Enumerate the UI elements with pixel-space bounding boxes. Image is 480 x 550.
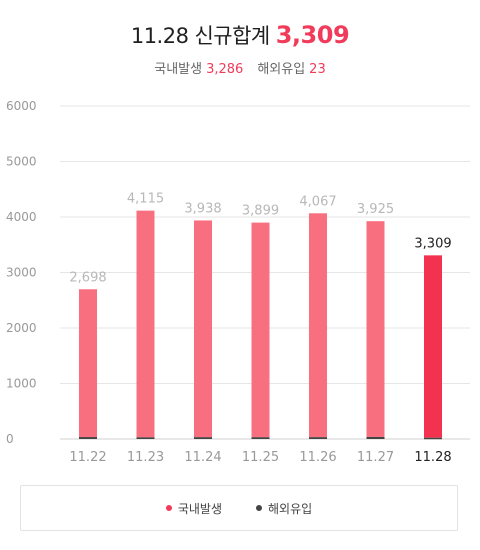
- bar-domestic: [251, 222, 270, 438]
- bar-imported: [366, 436, 385, 439]
- title-label: 신규합계: [194, 24, 270, 48]
- x-tick-label: 11.27: [357, 450, 394, 465]
- bar-imported: [194, 437, 212, 439]
- x-tick-label: 11.24: [184, 450, 221, 465]
- bar-imported: [79, 437, 97, 439]
- legend-label-imported: 해외유입: [268, 501, 313, 516]
- y-tick-label: 2000: [6, 321, 37, 335]
- bar-domestic: [309, 213, 327, 438]
- bar-value-label: 4,115: [127, 192, 164, 207]
- domestic-label: 국내발생: [154, 62, 203, 77]
- bar-value-label: 3,925: [357, 202, 394, 217]
- bar-value-label: 3,938: [184, 201, 221, 216]
- y-tick-label: 1000: [6, 377, 37, 391]
- x-tick-label: 11.23: [127, 450, 164, 465]
- legend-dot-icon: [165, 505, 172, 511]
- x-tick-label: 11.22: [69, 450, 106, 465]
- x-tick-label: 11.28: [414, 450, 451, 465]
- title-total: 3,309: [275, 21, 350, 49]
- y-tick-label: 3000: [6, 266, 37, 280]
- y-tick-label: 5000: [6, 155, 37, 169]
- y-tick-label: 0: [6, 432, 14, 446]
- y-tick-label: 4000: [6, 210, 37, 224]
- legend-item-imported[interactable]: 해외유입: [256, 500, 312, 517]
- legend-dot-icon: [256, 505, 262, 511]
- bar-value-label: 4,067: [299, 194, 336, 209]
- bar-value-label: 3,309: [414, 236, 451, 251]
- bar-chart: 0 1000 2000 3000 4000 5000 6000 2,698 11.22 4,115…: [6, 99, 470, 465]
- bar-domestic: [136, 210, 155, 438]
- bar-domestic: [424, 255, 442, 438]
- bar-imported: [424, 437, 442, 440]
- x-tick-label: 11.26: [299, 450, 336, 465]
- bar-domestic: [366, 221, 385, 437]
- bar-domestic: [194, 220, 212, 438]
- imported-value: 23: [309, 62, 326, 77]
- domestic-value: 3,286: [206, 62, 244, 77]
- bar-domestic: [79, 289, 97, 438]
- bar-value-label: 2,698: [69, 270, 106, 285]
- chart-subtitle: 국내발생 3,286 해외유입 23: [0, 58, 480, 77]
- title-date: 11.28: [130, 24, 189, 48]
- label-layer: 0 1000 2000 3000 4000 5000 6000 2,698 11.22 4,115…: [6, 99, 452, 465]
- chart-legend: 국내발생 해외유입: [20, 485, 458, 531]
- chart-title: 11.28 신규합계 3,309: [0, 20, 480, 50]
- legend-item-domestic[interactable]: 국내발생: [165, 500, 222, 517]
- bar-imported: [251, 437, 270, 439]
- legend-label-domestic: 국내발생: [177, 501, 222, 516]
- bar-layer: [79, 210, 442, 440]
- bar-value-label: 3,899: [242, 204, 279, 219]
- y-tick-label: 6000: [6, 99, 37, 113]
- bar-imported: [136, 437, 155, 439]
- bar-imported: [309, 437, 327, 439]
- x-tick-label: 11.25: [242, 450, 279, 465]
- imported-label: 해외유입: [257, 62, 306, 77]
